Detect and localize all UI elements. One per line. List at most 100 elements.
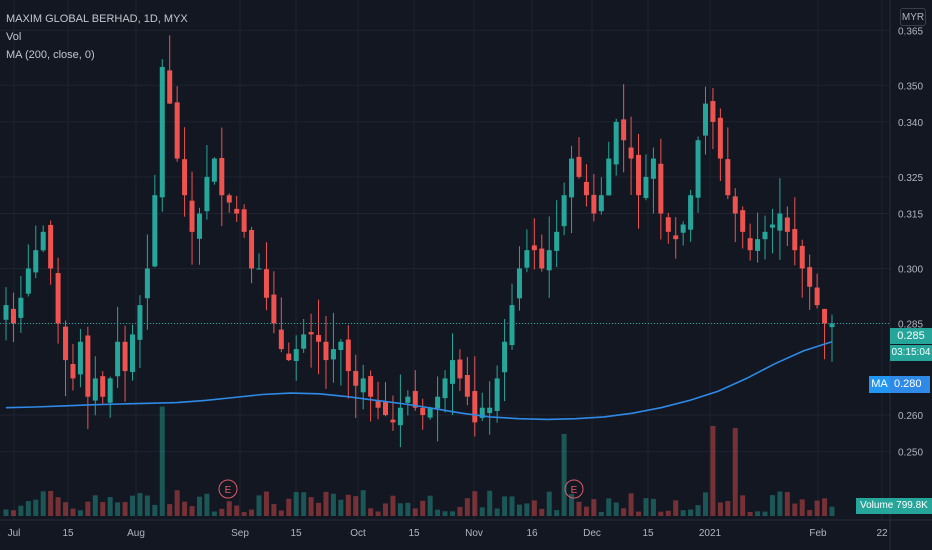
- volume-bar: [598, 511, 604, 516]
- volume-bar: [10, 510, 16, 516]
- y-tick-label: 0.325: [898, 173, 923, 184]
- candle-body: [516, 268, 522, 299]
- y-tick-label: 0.365: [898, 26, 923, 37]
- candle-body: [479, 407, 485, 418]
- candle-body: [249, 230, 255, 269]
- last-price-tag: 0.285: [890, 328, 932, 344]
- candle-body: [241, 209, 247, 232]
- legend-ma[interactable]: MA (200, close, 0): [6, 49, 95, 61]
- volume-bar: [263, 491, 269, 516]
- volume-bar: [569, 494, 575, 516]
- candle-body: [546, 250, 552, 271]
- volume-bar: [487, 490, 493, 516]
- x-tick-label: 16: [526, 528, 538, 539]
- volume-bar: [695, 505, 701, 516]
- y-tick-label: 0.260: [898, 411, 923, 422]
- volume-bar: [144, 495, 150, 516]
- volume-bar: [3, 509, 9, 516]
- candle-body: [569, 158, 575, 198]
- candle-body: [40, 231, 46, 251]
- candle-body: [777, 213, 783, 231]
- y-tick-label: 0.300: [898, 264, 923, 275]
- y-tick-label: 0.350: [898, 81, 923, 92]
- volume-bar: [375, 511, 381, 516]
- volume-bar: [405, 502, 411, 516]
- volume-bar: [814, 500, 820, 516]
- candle-body: [3, 305, 9, 320]
- volume-bar: [784, 492, 790, 516]
- volume-bar: [725, 501, 731, 516]
- candle-body: [85, 335, 91, 397]
- volume-bar: [710, 425, 716, 516]
- candle-body: [383, 400, 389, 416]
- volume-bar: [658, 511, 664, 516]
- volume-bar: [390, 495, 396, 516]
- volume-bar: [278, 510, 284, 516]
- candle-body: [152, 195, 158, 267]
- candle-body: [144, 268, 150, 299]
- x-tick-label: Oct: [350, 528, 366, 539]
- candle-body: [48, 224, 54, 269]
- candle-body: [204, 176, 210, 212]
- volume-bar: [583, 506, 589, 516]
- earnings-marker-label: E: [225, 485, 232, 496]
- volume-bar: [345, 494, 351, 516]
- candle-body: [182, 159, 188, 196]
- candle-body: [286, 353, 292, 361]
- candle-body: [487, 407, 493, 414]
- candle-body: [293, 349, 299, 361]
- candle-body: [234, 208, 240, 214]
- volume-bar: [464, 498, 470, 516]
- volume-bar: [829, 506, 835, 516]
- volume-bar: [55, 497, 61, 516]
- volume-bar: [769, 495, 775, 516]
- volume-bar: [576, 501, 582, 516]
- x-tick-label: 22: [876, 528, 888, 539]
- volume-bar: [509, 496, 515, 516]
- volume-bar: [717, 502, 723, 516]
- y-tick-label: 0.250: [898, 448, 923, 459]
- volume-value: 799.8K: [896, 500, 928, 511]
- volume-bar: [747, 511, 753, 516]
- x-tick-label: 15: [408, 528, 420, 539]
- x-tick-label: Aug: [127, 528, 145, 539]
- candle-body: [345, 339, 351, 372]
- volume-bar: [174, 490, 180, 516]
- candle-body: [10, 308, 16, 324]
- candle-body: [702, 103, 708, 136]
- candle-body: [762, 231, 768, 240]
- candle-body: [338, 341, 344, 350]
- legend-symbol[interactable]: MAXIM GLOBAL BERHAD, 1D, MYX: [6, 13, 188, 25]
- currency-button[interactable]: MYR: [900, 8, 926, 26]
- candle-body: [308, 332, 314, 335]
- candle-body: [115, 341, 121, 377]
- candle-body: [464, 374, 470, 397]
- x-tick-label: 15: [642, 528, 654, 539]
- x-tick-label: 15: [62, 528, 74, 539]
- candle-body: [368, 376, 374, 397]
- volume-bar: [531, 500, 537, 516]
- earnings-marker: [218, 479, 238, 499]
- volume-bar: [18, 505, 24, 516]
- candle-body: [435, 396, 441, 409]
- volume-bar: [561, 433, 567, 516]
- volume-bar: [479, 507, 485, 516]
- candle-body: [271, 294, 277, 324]
- volume-bar: [353, 496, 359, 516]
- candle-body: [33, 250, 39, 273]
- x-tick-label: 2021: [699, 528, 722, 539]
- candle-body: [583, 181, 589, 196]
- ma-value-tag: MA 0.280: [869, 376, 932, 393]
- candle-body: [732, 196, 738, 214]
- volume-bar: [130, 495, 136, 516]
- legend-vol[interactable]: Vol: [6, 31, 22, 43]
- volume-bar: [70, 508, 76, 516]
- volume-bar: [673, 500, 679, 516]
- candle-body: [554, 231, 560, 251]
- candle-body: [55, 273, 61, 324]
- candle-body: [278, 329, 284, 350]
- volume-bar: [665, 510, 671, 516]
- candle-body: [539, 248, 545, 269]
- volume-bar: [383, 503, 389, 516]
